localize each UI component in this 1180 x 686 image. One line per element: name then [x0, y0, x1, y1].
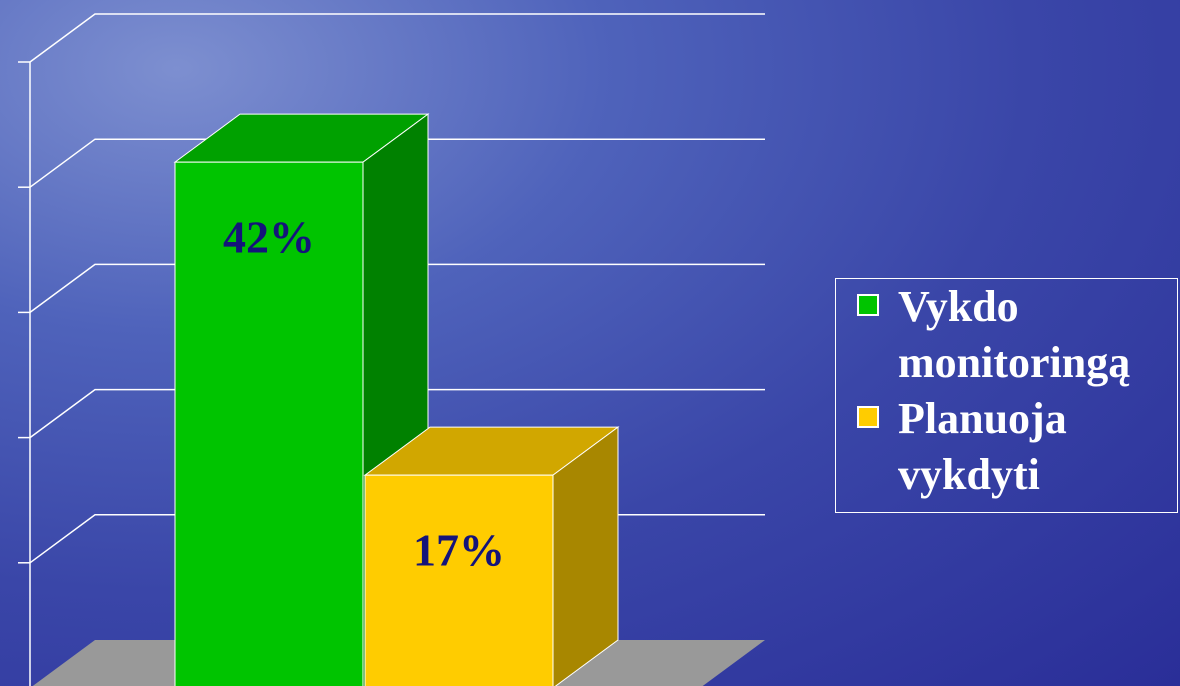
grid-line [29, 138, 765, 188]
legend-label: Vykdo monitoringą [898, 282, 1131, 387]
grid-line [29, 388, 765, 439]
bar [174, 161, 364, 686]
legend-swatch [857, 294, 879, 316]
legend-entry: Vykdo monitoringą [836, 279, 1178, 391]
legend-label: Planuoja vykdyti [898, 394, 1067, 499]
grid-line [29, 263, 765, 314]
grid-line [29, 13, 765, 63]
bar [364, 474, 554, 686]
data-label: 17% [413, 525, 505, 576]
legend-swatch [857, 406, 879, 428]
legend-entry: Planuoja vykdyti [836, 391, 1178, 503]
legend: Vykdo monitoringą Planuoja vykdyti [835, 278, 1178, 513]
data-label: 42% [223, 212, 315, 263]
